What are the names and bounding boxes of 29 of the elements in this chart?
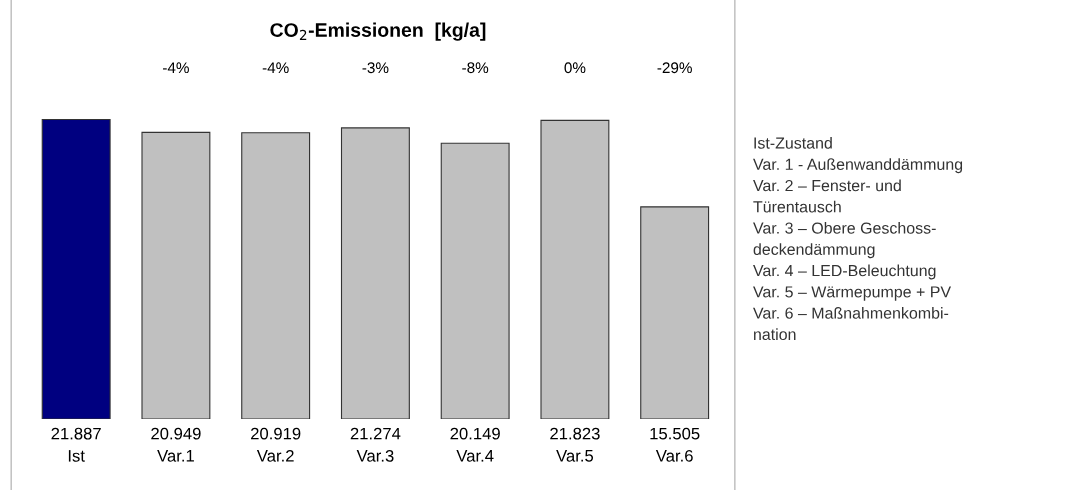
text: 0%	[564, 62, 586, 74]
chart-title: CO$_{2}$-Emissionen [kg/a]	[270, 22, 486, 41]
bar	[540, 119, 610, 419]
text: -29%	[657, 62, 692, 74]
bar	[41, 118, 111, 419]
text: -4%	[163, 62, 189, 74]
bar	[340, 127, 410, 419]
x-tick-label: Var.6	[655, 449, 693, 462]
bar	[141, 131, 211, 419]
data-label: 21.823	[550, 427, 600, 440]
x-tick-label: Var.2	[256, 449, 294, 462]
x-tick-label: Var.5	[556, 450, 594, 462]
x-tick-label: Var.4	[456, 450, 494, 462]
text: -3%	[362, 62, 389, 74]
data-label: 20.949	[151, 427, 201, 440]
data-label: 20.919	[251, 427, 301, 440]
bar	[241, 132, 311, 419]
text: -8%	[462, 62, 489, 74]
data-label: 15.505	[650, 427, 700, 440]
text: Ist-Zustand Var. 1 - Außenwanddämmung Var. 2 – Fenster- und Türentausch Var. 3 – Obere Geschoss- deckendämmung Var. 4 – LED-Beleuchtung Var. 5 – Wärmepumpe + PV Var. 6 – Maßnahmenkombi- nation	[753, 137, 963, 341]
data-label: 20.149	[450, 427, 500, 440]
bar	[640, 206, 710, 419]
x-tick-label: Var.3	[356, 449, 394, 462]
bar	[440, 142, 510, 419]
data-label: 21.887	[51, 427, 101, 440]
x-tick-label: Ist	[68, 450, 85, 462]
text: -4%	[262, 62, 289, 74]
x-tick-label: Var.1	[157, 450, 194, 462]
data-label: 21.274	[350, 427, 401, 440]
